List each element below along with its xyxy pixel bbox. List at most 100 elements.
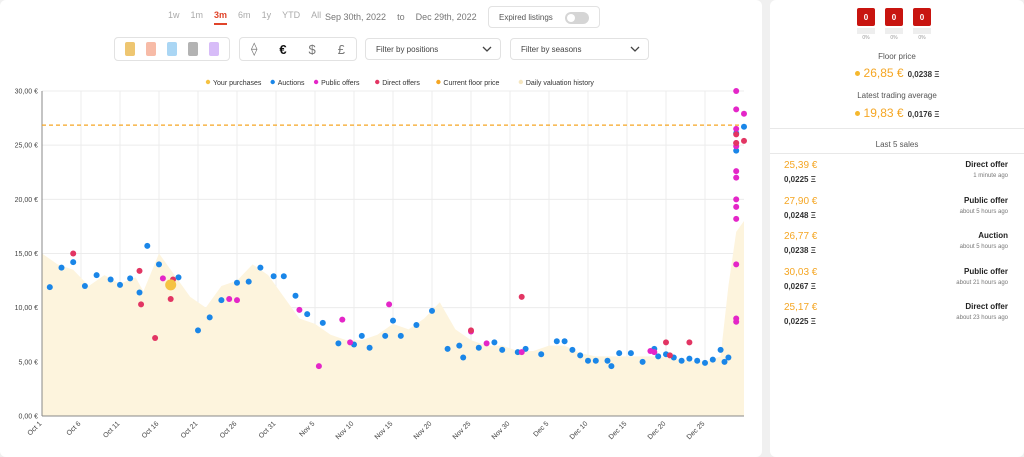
sale-price: 30,03 € — [784, 266, 818, 278]
auction-point — [319, 319, 326, 326]
auction-point — [444, 345, 451, 352]
legend-label: Auctions — [278, 80, 305, 87]
marketplace-filter-group — [114, 37, 230, 61]
sale-time: about 21 hours ago — [956, 279, 1008, 286]
chevron-down-icon — [630, 46, 640, 52]
legend-label: Daily valuation history — [526, 80, 595, 87]
x-tick-label: Dec 5 — [533, 420, 551, 438]
x-tick-label: Oct 26 — [219, 420, 239, 440]
x-tick-label: Nov 20 — [413, 420, 434, 441]
marketplace-3-filter-icon[interactable] — [166, 42, 177, 56]
public-offer-point — [386, 301, 393, 308]
direct-offer-point — [167, 296, 174, 302]
date-from[interactable]: Sep 30th, 2022 — [325, 12, 387, 22]
y-tick-label: 0,00 € — [19, 414, 39, 421]
marketplace-5-filter-icon[interactable] — [209, 42, 220, 56]
auction-point — [709, 356, 716, 363]
auction-point — [270, 273, 277, 280]
auction-point — [608, 363, 615, 370]
filter-seasons-label: Filter by seasons — [521, 44, 582, 54]
marketplace-2-filter-icon[interactable] — [145, 42, 156, 56]
range-tab-3m[interactable]: 3m — [214, 10, 228, 25]
range-tab-1m[interactable]: 1m — [190, 10, 204, 20]
expired-listings-toggle[interactable]: Expired listings — [488, 6, 600, 28]
public-offer-point — [651, 349, 658, 356]
filter-positions-dropdown[interactable]: Filter by positions — [365, 38, 501, 60]
date-to-word: to — [397, 12, 405, 22]
auction-point — [136, 289, 143, 296]
auction-point — [81, 283, 88, 289]
auction-point — [561, 338, 568, 345]
stat-tile-pct: 0% — [890, 35, 898, 41]
sale-row: 25,17 € 0,0225 Ξ Direct offer about 23 hour… — [784, 302, 1010, 332]
range-tab-1y[interactable]: 1y — [261, 10, 272, 20]
range-tab-6m[interactable]: 6m — [238, 10, 251, 20]
auction-point — [499, 346, 506, 353]
currency-gbp-button[interactable]: £ — [337, 41, 345, 57]
direct-offer-point — [152, 335, 159, 341]
sale-price: 25,39 € — [784, 160, 818, 171]
legend-label: Your purchases — [213, 80, 262, 87]
purchase-point — [165, 279, 177, 291]
auction-point — [292, 292, 299, 299]
x-tick-label: Oct 16 — [141, 420, 161, 440]
currency-eur-button[interactable]: € — [279, 41, 287, 57]
auction-point — [206, 314, 213, 321]
stat-tile-pct: 0% — [862, 35, 870, 41]
filter-seasons-dropdown[interactable]: Filter by seasons — [510, 38, 649, 60]
stat-tile-bar — [885, 28, 903, 34]
x-tick-label: Dec 20 — [647, 420, 668, 441]
auction-point — [733, 147, 740, 154]
x-tick-label: Dec 15 — [608, 420, 629, 441]
direct-offer-point — [686, 339, 693, 346]
public-offer-point — [339, 316, 346, 323]
public-offer-point — [315, 363, 322, 370]
x-tick-label: Oct 1 — [27, 420, 44, 437]
auction-point — [702, 359, 708, 366]
floor-price-label: Floor price — [878, 52, 916, 61]
date-range[interactable]: Sep 30th, 2022 to Dec 29th, 2022 — [325, 12, 477, 22]
sale-time: about 23 hours ago — [956, 315, 1008, 321]
auction-point — [390, 317, 396, 324]
toggle-switch[interactable] — [565, 12, 589, 24]
auction-point — [366, 344, 373, 351]
x-tick-label: Oct 31 — [258, 420, 278, 440]
range-tab-1w[interactable]: 1w — [168, 10, 180, 20]
public-offer-point — [733, 261, 740, 268]
floor-price-value: 26,85 € 0,0238 Ξ — [770, 66, 1024, 80]
floor-price-eth: 0,0238 Ξ — [907, 70, 940, 79]
trading-average-value: 19,83 € 0,0176 Ξ — [770, 106, 1024, 120]
date-to[interactable]: Dec 29th, 2022 — [415, 12, 477, 22]
y-tick-label: 5,00 € — [19, 359, 39, 366]
auction-point — [616, 350, 623, 357]
x-tick-label: Nov 25 — [452, 420, 473, 441]
direct-offer-point — [663, 339, 669, 346]
legend-marker — [313, 79, 319, 85]
stat-tile-bar — [913, 28, 931, 34]
sale-type: Public offer — [963, 195, 1008, 205]
public-offer-point — [733, 125, 740, 132]
price-history-chart: Your purchases Auctions Public offers Direc… — [0, 70, 762, 457]
sale-type: Auction — [978, 231, 1008, 240]
auction-point — [460, 354, 467, 361]
marketplace-1-filter-icon[interactable] — [124, 42, 135, 56]
public-offer-point — [226, 296, 233, 302]
range-tab-ytd[interactable]: YTD — [282, 10, 301, 20]
auction-point — [58, 264, 65, 271]
auction-point — [475, 344, 482, 351]
auction-point — [304, 311, 311, 318]
auction-point — [358, 332, 365, 339]
auction-point — [218, 297, 225, 304]
x-tick-label: Nov 15 — [374, 420, 395, 441]
currency-eth-button[interactable]: ⟠ — [250, 41, 258, 56]
direct-offer-point — [733, 131, 740, 138]
auction-point — [538, 351, 545, 358]
marketplace-4-filter-icon[interactable] — [188, 42, 199, 56]
currency-usd-button[interactable]: $ — [308, 41, 316, 57]
range-tab-all[interactable]: All — [311, 10, 322, 20]
sale-eth: 0,0248 Ξ — [784, 210, 816, 220]
auction-point — [93, 272, 100, 279]
stats-panel — [770, 0, 1024, 457]
public-offer-point — [234, 297, 240, 304]
public-offer-point — [347, 339, 354, 346]
